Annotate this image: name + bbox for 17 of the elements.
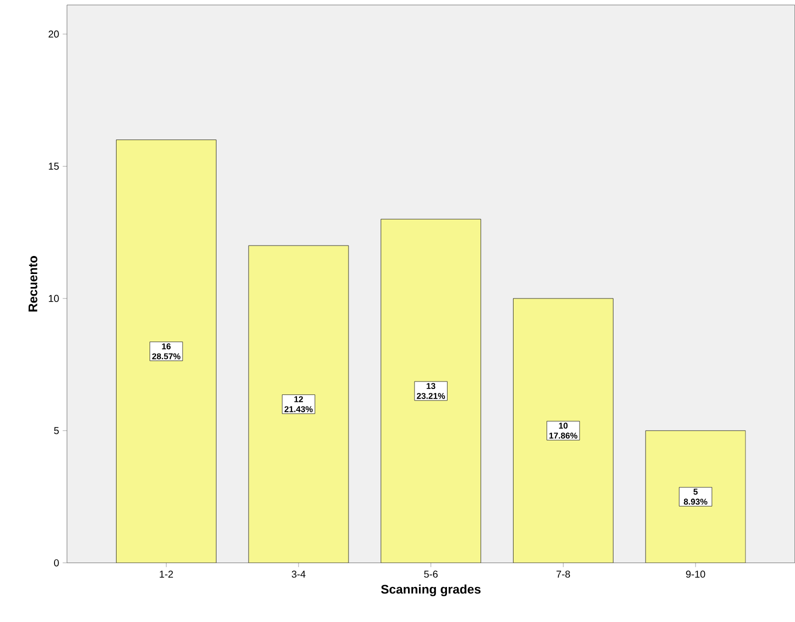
y-tick-label: 10 xyxy=(48,295,59,302)
x-tick-label: 3-4 xyxy=(292,570,306,578)
data-label: 5 8.93% xyxy=(684,488,708,505)
y-tick-label: 15 xyxy=(48,162,59,170)
x-tick-label: 1-2 xyxy=(160,570,173,578)
data-label: 13 23.21% xyxy=(416,383,446,400)
x-tick-label: 5-6 xyxy=(424,570,438,578)
x-tick-label: 9-10 xyxy=(686,570,706,578)
data-label: 12 21.43% xyxy=(284,396,313,412)
y-tick-label: 20 xyxy=(48,30,59,38)
data-label: 16 28.57% xyxy=(152,343,180,360)
x-axis-title: Scanning grades xyxy=(381,584,481,596)
x-tick-label: 7-8 xyxy=(556,570,570,578)
y-tick-label: 0 xyxy=(54,559,59,566)
y-tick-label: 5 xyxy=(54,427,59,434)
data-label: 10 17.86% xyxy=(549,422,578,439)
y-axis-title: Recuento xyxy=(28,256,38,312)
